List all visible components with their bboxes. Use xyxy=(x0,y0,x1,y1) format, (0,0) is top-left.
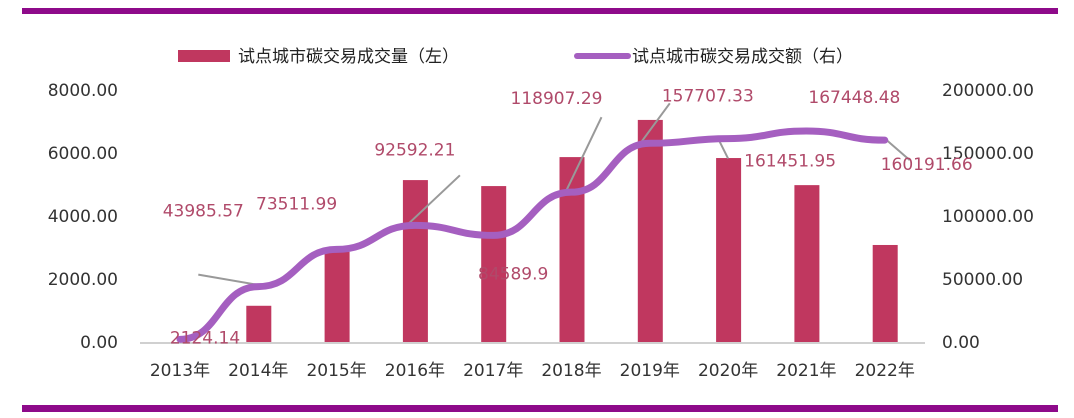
line-data-label-2016年: 92592.21 xyxy=(374,140,455,160)
x-tick-label: 2021年 xyxy=(776,361,836,381)
bar-2020年 xyxy=(716,158,742,342)
legend-line-label: 试点城市碳交易成交额（右） xyxy=(632,47,853,67)
left-tick-label: 6000.00 xyxy=(48,144,118,164)
line-data-label-2018年: 118907.29 xyxy=(511,89,603,109)
line-data-label-2021年: 167448.48 xyxy=(808,88,900,108)
legend: 试点城市碳交易成交量（左） 试点城市碳交易成交额（右） xyxy=(178,47,853,67)
bar-2022年 xyxy=(872,244,898,342)
right-tick-label: 200000.00 xyxy=(942,81,1034,101)
leader-line xyxy=(408,174,461,225)
line-data-label-2014年: 43985.57 xyxy=(163,202,244,222)
x-tick-label: 2014年 xyxy=(228,361,288,381)
bar-2019年 xyxy=(637,119,663,342)
top-band xyxy=(22,8,1058,14)
x-tick-label: 2013年 xyxy=(150,361,210,381)
leader-line xyxy=(198,273,257,286)
leader-line xyxy=(640,102,671,142)
x-tick-label: 2016年 xyxy=(385,361,445,381)
line-data-label-2013年: 2124.14 xyxy=(170,328,240,348)
right-tick-label: 150000.00 xyxy=(942,144,1034,164)
line-data-label-2020年: 161451.95 xyxy=(744,152,836,172)
x-tick-label: 2017年 xyxy=(463,361,523,381)
left-tick-label: 4000.00 xyxy=(48,207,118,227)
x-tick-label: 2018年 xyxy=(541,361,601,381)
right-tick-label: 100000.00 xyxy=(942,207,1034,227)
chart: 试点城市碳交易成交量（左） 试点城市碳交易成交额（右） 0.00 2000.00 4… xyxy=(48,47,1034,381)
left-tick-label: 0.00 xyxy=(80,333,118,353)
right-tick-label: 0.00 xyxy=(942,333,980,353)
left-tick-label: 2000.00 xyxy=(48,270,118,290)
legend-bar-swatch xyxy=(178,50,230,62)
line-data-label-2017年: 84589.9 xyxy=(478,264,548,284)
bar-2014年 xyxy=(246,305,272,342)
line-data-label-2015年: 73511.99 xyxy=(256,194,337,214)
line-data-label-2019年: 157707.33 xyxy=(662,86,754,106)
line-data-label-2022年: 160191.66 xyxy=(881,155,973,175)
x-tick-label: 2015年 xyxy=(306,361,366,381)
bar-2015年 xyxy=(324,251,350,342)
left-tick-label: 8000.00 xyxy=(48,81,118,101)
bar-2021年 xyxy=(794,185,820,342)
bar-2016年 xyxy=(402,180,428,342)
right-tick-label: 50000.00 xyxy=(942,270,1023,290)
x-tick-label: 2022年 xyxy=(855,361,915,381)
bar-2017年 xyxy=(481,186,507,342)
x-tick-label: 2019年 xyxy=(620,361,680,381)
line-series xyxy=(176,127,889,343)
leader-line xyxy=(886,139,911,161)
leader-line xyxy=(565,116,603,191)
bottom-band xyxy=(22,405,1058,412)
legend-bar-label: 试点城市碳交易成交量（左） xyxy=(238,47,459,67)
x-tick-label: 2020年 xyxy=(698,361,758,381)
bar-2018年 xyxy=(559,157,585,342)
